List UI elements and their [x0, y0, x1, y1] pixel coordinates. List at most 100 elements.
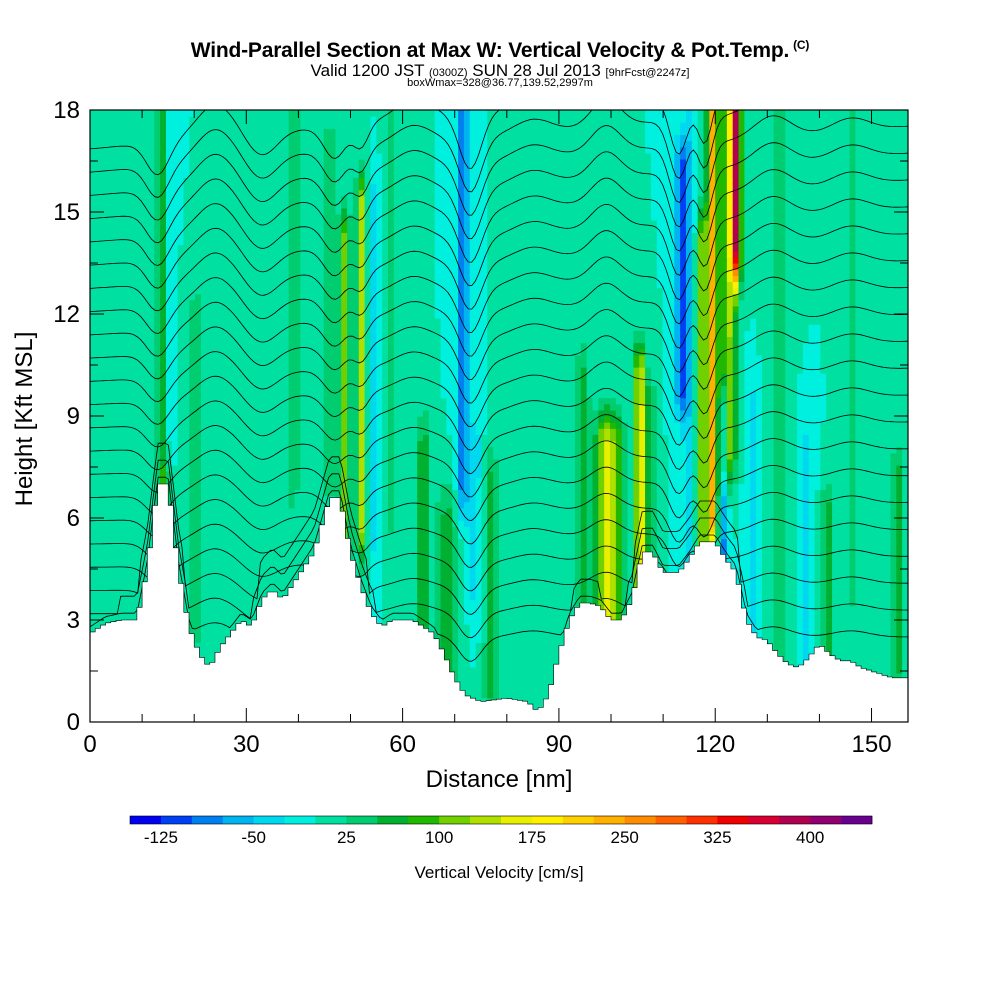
velocity-cell	[306, 434, 313, 442]
velocity-cell	[107, 220, 114, 227]
velocity-cell	[183, 471, 190, 478]
velocity-cell	[201, 397, 208, 405]
velocity-cell	[288, 367, 296, 374]
velocity-cell	[206, 110, 214, 117]
velocity-cell	[347, 489, 354, 497]
velocity-cell	[364, 354, 372, 362]
velocity-cell	[113, 152, 120, 160]
velocity-cell	[271, 520, 278, 527]
velocity-cell	[177, 244, 185, 252]
velocity-cell	[352, 495, 360, 503]
velocity-cell	[276, 232, 284, 240]
velocity-cell	[160, 391, 167, 399]
velocity-cell	[341, 434, 348, 442]
velocity-cell	[317, 226, 325, 233]
velocity-cell	[95, 232, 103, 240]
velocity-cell	[206, 318, 214, 325]
velocity-cell	[130, 201, 138, 209]
velocity-cell	[241, 140, 249, 148]
velocity-cell	[236, 256, 243, 264]
velocity-cell	[201, 477, 208, 484]
velocity-cell	[358, 171, 366, 178]
velocity-cell	[253, 379, 261, 386]
velocity-cell	[312, 354, 319, 362]
velocity-cell	[183, 318, 190, 325]
velocity-cell	[282, 569, 290, 576]
velocity-cell	[125, 409, 132, 417]
velocity-cell	[160, 477, 167, 484]
velocity-cell	[358, 569, 366, 576]
velocity-cell	[230, 532, 237, 539]
velocity-cell	[113, 611, 120, 619]
velocity-cell	[113, 177, 120, 185]
velocity-cell	[358, 532, 366, 539]
velocity-cell	[148, 318, 155, 325]
velocity-cell	[329, 238, 336, 246]
velocity-cell	[165, 158, 173, 166]
velocity-cell	[341, 367, 348, 374]
velocity-cell	[136, 275, 144, 282]
velocity-cell	[206, 477, 214, 484]
velocity-cell	[125, 263, 132, 270]
velocity-cell	[218, 556, 225, 564]
velocity-cell	[288, 409, 296, 417]
velocity-cell	[224, 611, 231, 619]
velocity-cell	[206, 293, 214, 301]
velocity-cell	[247, 201, 255, 209]
velocity-cell	[107, 587, 114, 595]
velocity-cell	[265, 201, 272, 209]
velocity-cell	[335, 385, 342, 393]
velocity-cell	[148, 165, 155, 172]
velocity-cell	[130, 305, 138, 313]
velocity-cell	[294, 183, 301, 191]
velocity-cell	[376, 556, 383, 564]
velocity-cell	[195, 385, 202, 393]
velocity-cell	[300, 354, 307, 362]
velocity-cell	[195, 336, 202, 344]
velocity-cell	[183, 263, 190, 270]
velocity-cell	[306, 348, 313, 356]
velocity-cell	[95, 513, 103, 521]
velocity-cell	[125, 550, 132, 558]
velocity-cell	[236, 128, 243, 136]
velocity-cell	[201, 342, 208, 350]
velocity-cell	[95, 342, 103, 350]
velocity-cell	[323, 256, 331, 264]
velocity-cell	[183, 201, 190, 209]
velocity-cell	[154, 354, 161, 362]
velocity-cell	[358, 128, 366, 136]
velocity-cell	[288, 250, 296, 258]
velocity-cell	[195, 324, 202, 331]
velocity-cell	[95, 385, 103, 393]
velocity-cell	[271, 348, 278, 356]
velocity-cell	[329, 458, 336, 466]
velocity-cell	[154, 220, 161, 227]
velocity-cell	[165, 244, 173, 252]
velocity-cell	[247, 226, 255, 233]
velocity-cell	[306, 171, 313, 178]
velocity-cell	[206, 146, 214, 154]
velocity-cell	[189, 116, 196, 123]
velocity-cell	[358, 250, 366, 258]
velocity-cell	[171, 293, 179, 301]
velocity-cell	[218, 367, 225, 374]
velocity-cell	[195, 569, 202, 576]
velocity-cell	[370, 116, 377, 123]
velocity-cell	[171, 250, 179, 258]
velocity-cell	[312, 281, 319, 289]
velocity-cell	[282, 152, 290, 160]
velocity-cell	[125, 416, 132, 423]
velocity-cell	[218, 122, 225, 129]
velocity-cell	[201, 354, 208, 362]
velocity-cell	[236, 495, 243, 503]
velocity-cell	[241, 581, 249, 588]
velocity-cell	[201, 520, 208, 527]
velocity-cell	[136, 446, 144, 454]
velocity-cell	[247, 538, 255, 546]
velocity-cell	[341, 232, 348, 240]
velocity-cell	[282, 416, 290, 423]
velocity-cell	[358, 385, 366, 393]
velocity-cell	[101, 367, 109, 374]
velocity-cell	[276, 171, 284, 178]
velocity-cell	[218, 207, 225, 215]
